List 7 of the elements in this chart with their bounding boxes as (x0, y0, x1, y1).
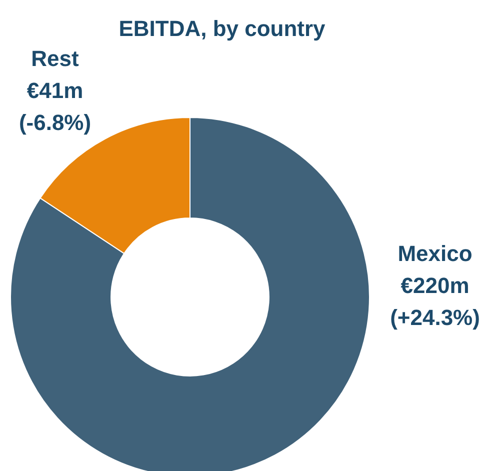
data-label: €41m (26, 78, 84, 104)
data-label: €220m (400, 273, 470, 298)
text: (-6.8%) (18, 110, 92, 136)
text: (+24.3%) (390, 305, 480, 330)
slice-label: Mexico (398, 241, 472, 266)
slice-label: Rest (31, 46, 80, 72)
chart-title: EBITDA, by country (118, 16, 326, 42)
